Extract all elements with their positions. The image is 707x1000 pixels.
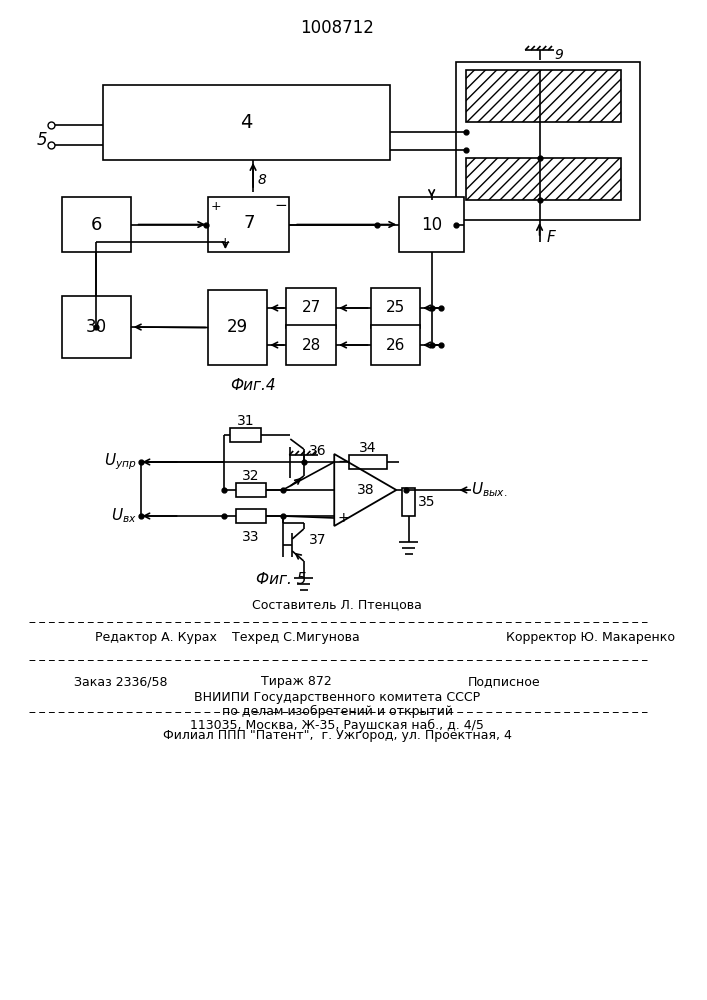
Text: 34: 34 (359, 441, 376, 455)
Bar (208, 197, 289, 252)
Text: F: F (547, 231, 555, 245)
Text: 28: 28 (302, 338, 321, 353)
Text: +: + (211, 200, 221, 213)
Bar (62, 296, 131, 358)
Text: Подписное: Подписное (468, 676, 541, 688)
Bar (103, 85, 390, 160)
Text: $U_{вых.}$: $U_{вых.}$ (471, 481, 507, 499)
Bar (286, 288, 336, 328)
Text: 26: 26 (386, 338, 405, 353)
Text: Тираж 872: Тираж 872 (261, 676, 332, 688)
Text: Редактор А. Курах: Редактор А. Курах (95, 632, 217, 645)
Text: 1008712: 1008712 (300, 19, 374, 37)
Text: по делам изобретений и открытий: по делам изобретений и открытий (221, 704, 452, 718)
Text: 32: 32 (243, 469, 260, 483)
Text: Фиг.4: Фиг.4 (230, 377, 276, 392)
Text: Техред С.Мигунова: Техред С.Мигунова (232, 632, 360, 645)
Text: 9: 9 (554, 48, 563, 62)
Text: 10: 10 (421, 216, 442, 233)
Text: Заказ 2336/58: Заказ 2336/58 (74, 676, 168, 688)
Bar (62, 197, 131, 252)
Text: 36: 36 (310, 444, 327, 458)
Text: 29: 29 (227, 318, 248, 336)
Text: 4: 4 (240, 113, 252, 132)
Bar (236, 483, 267, 497)
Text: 33: 33 (243, 530, 260, 544)
Text: 25: 25 (386, 300, 405, 316)
Text: −: − (337, 454, 350, 470)
Bar (466, 70, 621, 122)
Text: 35: 35 (419, 495, 436, 509)
Text: Составитель Л. Птенцова: Составитель Л. Птенцова (252, 598, 422, 611)
Bar (457, 62, 640, 220)
Text: 7: 7 (243, 214, 255, 232)
Text: +: + (338, 511, 349, 525)
Text: Корректор Ю. Макаренко: Корректор Ю. Макаренко (506, 632, 675, 645)
Text: 6: 6 (90, 216, 102, 233)
Bar (286, 325, 336, 365)
Text: $U_{упр}$: $U_{упр}$ (104, 452, 136, 472)
Text: +: + (220, 236, 230, 249)
Text: 8: 8 (258, 173, 267, 187)
Text: 113035, Москва, Ж-35, Раушская наб., д. 4/5: 113035, Москва, Ж-35, Раушская наб., д. … (190, 718, 484, 732)
Bar (370, 325, 420, 365)
Text: 30: 30 (86, 318, 107, 336)
Bar (399, 197, 464, 252)
Bar (370, 288, 420, 328)
Text: Филиал ППП "Патент",  г. Ужгород, ул. Проектная, 4: Филиал ППП "Патент", г. Ужгород, ул. Про… (163, 728, 512, 742)
Text: 27: 27 (302, 300, 321, 316)
Text: 38: 38 (356, 483, 374, 497)
Text: −: − (274, 198, 287, 214)
Bar (349, 455, 387, 469)
Text: 5: 5 (37, 131, 48, 149)
Text: ВНИИПИ Государственного комитета СССР: ВНИИПИ Государственного комитета СССР (194, 690, 480, 704)
Text: $U_{вх}$: $U_{вх}$ (111, 507, 136, 525)
Bar (230, 428, 261, 442)
Text: 37: 37 (310, 533, 327, 547)
Bar (402, 488, 416, 516)
Text: Фиг. 5: Фиг. 5 (257, 572, 307, 587)
Bar (236, 509, 267, 523)
Bar (466, 158, 621, 200)
Text: 31: 31 (237, 414, 255, 428)
Bar (208, 290, 267, 365)
